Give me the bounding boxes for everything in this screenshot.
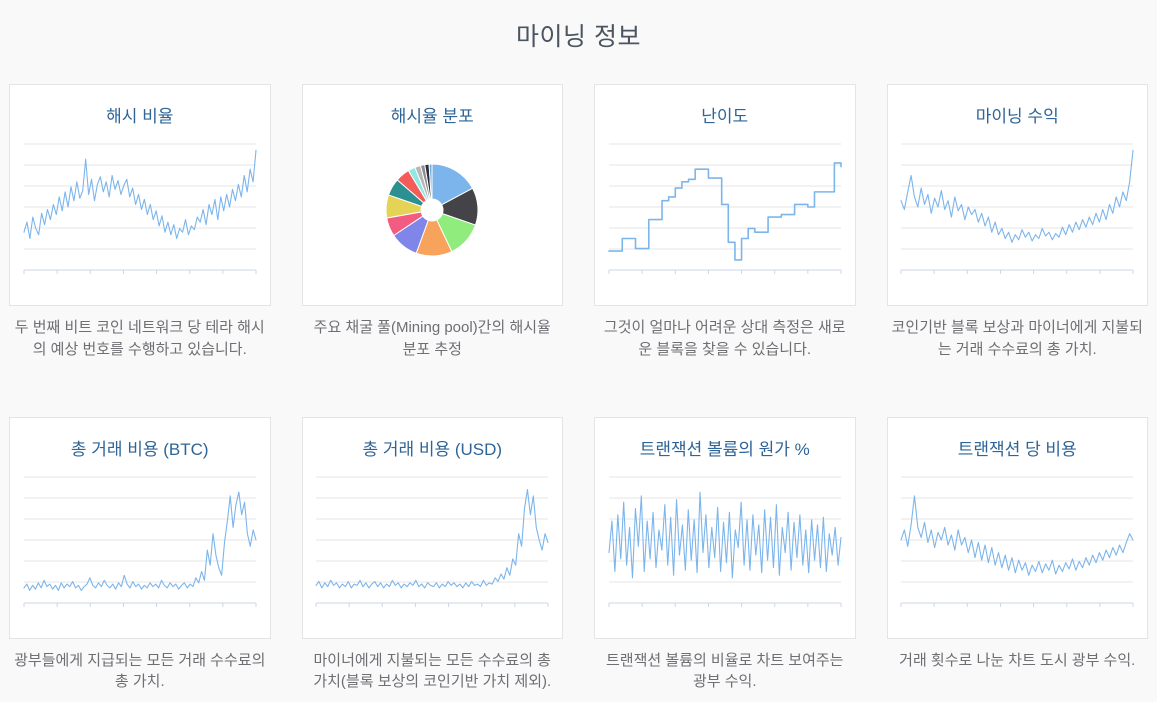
- page-title: 마이닝 정보: [516, 23, 641, 51]
- cost-pct-tx-volume-chart: [608, 476, 842, 607]
- card-desc-cost-per-transaction: 거래 횟수로 나눈 차트 도시 광부 수익.: [899, 651, 1136, 669]
- card-desc-cost-pct-tx-volume: 트랜잭션 볼륨의 비율로 차트 보여주는 광부 수익.: [606, 651, 844, 691]
- hash-rate-chart: [23, 143, 257, 274]
- cell-hash-rate: 해시 비율 두 번째 비트 코인 네트워크 당 테라 해시의 예상 번호를 수행…: [9, 84, 271, 361]
- card-mining-revenue[interactable]: 마이닝 수익: [886, 84, 1148, 306]
- card-title-total-tx-fees-btc: 총 거래 비용 (BTC): [70, 439, 209, 459]
- card-title-difficulty: 난이도: [701, 107, 749, 126]
- hashrate-distribution-pie: [385, 163, 479, 257]
- cards-grid: 해시 비율 두 번째 비트 코인 네트워크 당 테라 해시의 예상 번호를 수행…: [0, 84, 1157, 693]
- card-desc-mining-revenue: 코인기반 블록 보상과 마이너에게 지불되는 거래 수수료의 총 가치.: [891, 319, 1143, 358]
- card-total-tx-fees-usd[interactable]: 총 거래 비용 (USD): [301, 416, 563, 639]
- card-title-cost-pct-tx-volume: 트랜잭션 볼륨의 원가 %: [639, 439, 810, 459]
- card-desc-difficulty: 그것이 얼마나 어려운 상대 측정은 새로운 블록을 찾을 수 있습니다.: [603, 319, 846, 358]
- mining-revenue-chart: [900, 143, 1134, 274]
- card-title-cost-per-transaction: 트랜잭션 당 비용: [957, 439, 1077, 459]
- card-desc-total-tx-fees-usd: 마이너에게 지불되는 모든 수수료의 총 가치(블록 보상의 코인기반 가치 제…: [313, 651, 552, 691]
- difficulty-chart: [607, 143, 842, 274]
- card-desc-hash-rate: 두 번째 비트 코인 네트워크 당 테라 해시의 예상 번호를 수행하고 있습니…: [14, 319, 265, 358]
- card-desc-hashrate-distribution: 주요 채굴 풀(Mining pool)간의 해시율 분포 추정: [313, 319, 551, 358]
- cell-difficulty: 난이도 그것이 얼마나 어려운 상대 측정은 새로운 블록을 찾을 수 있습니다…: [594, 84, 856, 361]
- total-tx-fees-btc-chart: [23, 476, 257, 607]
- card-cost-per-transaction[interactable]: 트랜잭션 당 비용: [886, 416, 1148, 639]
- cell-cost-per-transaction: 트랜잭션 당 비용 거래 횟수로 나눈 차트 도시 광부 수익.: [886, 416, 1148, 694]
- card-title-mining-revenue: 마이닝 수익: [975, 107, 1059, 126]
- card-hash-rate[interactable]: 해시 비율: [9, 84, 271, 306]
- card-cost-pct-tx-volume[interactable]: 트랜잭션 볼륨의 원가 %: [594, 416, 856, 639]
- cell-cost-pct-tx-volume: 트랜잭션 볼륨의 원가 % 트랜잭션 볼륨의 비율로 차트 보여주는 광부 수익…: [594, 416, 856, 694]
- card-desc-total-tx-fees-btc: 광부들에게 지급되는 모든 거래 수수료의 총 가치.: [14, 651, 266, 691]
- card-difficulty[interactable]: 난이도: [594, 84, 856, 306]
- card-title-total-tx-fees-usd: 총 거래 비용 (USD): [362, 439, 503, 459]
- cell-mining-revenue: 마이닝 수익 코인기반 블록 보상과 마이너에게 지불되는 거래 수수료의 총 …: [886, 84, 1148, 361]
- cost-per-transaction-chart: [900, 476, 1134, 607]
- card-title-hash-rate: 해시 비율: [106, 107, 174, 126]
- card-hashrate-distribution[interactable]: 해시율 분포: [301, 84, 563, 306]
- cell-total-tx-fees-usd: 총 거래 비용 (USD) 마이너에게 지불되는 모든 수수료의 총 가치(블록…: [301, 416, 563, 694]
- cell-total-tx-fees-btc: 총 거래 비용 (BTC) 광부들에게 지급되는 모든 거래 수수료의 총 가치…: [9, 416, 271, 694]
- card-total-tx-fees-btc[interactable]: 총 거래 비용 (BTC): [9, 416, 271, 639]
- cell-hashrate-distribution: 해시율 분포 주요 채굴 풀(Mining pool)간의 해시율 분포 추정: [301, 84, 563, 361]
- total-tx-fees-usd-chart: [315, 476, 549, 607]
- card-title-hashrate-distribution: 해시율 분포: [390, 107, 474, 126]
